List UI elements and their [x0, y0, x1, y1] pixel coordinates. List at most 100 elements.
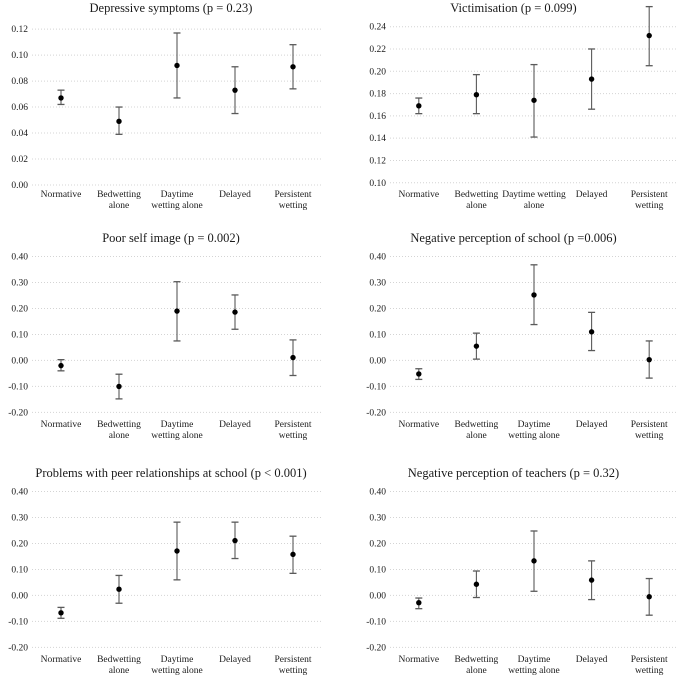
y-tick-label: 0.30: [369, 278, 386, 288]
x-category-label: Bedwetting: [454, 655, 498, 665]
data-point-marker: [174, 308, 180, 314]
data-point-marker: [646, 356, 652, 363]
data-point-marker: [473, 91, 480, 98]
y-tick-label: 0.18: [369, 90, 386, 100]
panel-plot-negative-perception-of-teachers: 0.40 0.30 0.20 0.10 0.00 -0.10 -0.20 Normative B…: [366, 487, 678, 676]
y-tick-label: 0.12: [369, 156, 386, 166]
x-category-label: Bedwetting: [97, 655, 141, 665]
y-tick-label: 0.10: [369, 565, 386, 575]
data-point-marker: [174, 62, 180, 69]
y-tick-label: 0.06: [11, 103, 28, 113]
chart-panel-negative-perception-of-school: Negative perception of school (p =0.006)…: [342, 230, 685, 465]
y-tick-label: 0.20: [11, 539, 28, 549]
data-point-marker: [290, 551, 296, 558]
x-category-label: wetting alone: [508, 666, 559, 676]
data-point-marker: [473, 343, 480, 349]
panel-plot-negative-perception-of-school: 0.40 0.30 0.20 0.10 0.00 -0.10 -0.20 Normative B…: [366, 252, 678, 441]
y-tick-label: 0.20: [369, 67, 386, 77]
x-category-label: alone: [109, 431, 130, 441]
data-point-marker: [174, 548, 180, 554]
y-tick-label: 0.40: [11, 487, 28, 497]
data-point-marker: [290, 354, 296, 361]
y-tick-label: -0.10: [8, 617, 28, 627]
y-tick-label: -0.10: [8, 382, 28, 392]
y-tick-label: 0.10: [11, 565, 28, 575]
data-point-marker: [588, 329, 595, 335]
x-category-label: Delayed: [219, 190, 251, 200]
y-tick-label: 0.10: [369, 330, 386, 340]
y-tick-label: 0.20: [369, 304, 386, 314]
x-category-label: Persistent: [275, 655, 312, 665]
y-tick-label: 0.24: [369, 23, 386, 33]
y-tick-label: 0.30: [11, 278, 28, 288]
y-tick-label: 0.10: [11, 330, 28, 340]
x-category-label: Persistent: [631, 655, 668, 665]
panel-plot-poor-self-image: 0.40 0.30 0.20 0.10 0.00 -0.10 -0.20 Normative B…: [8, 252, 322, 441]
x-category-label: wetting alone: [151, 666, 202, 676]
y-tick-label: 0.30: [369, 513, 386, 523]
x-category-label: Persistent: [275, 420, 312, 430]
x-category-label: alone: [109, 201, 130, 211]
x-category-label: Normative: [398, 420, 439, 430]
chart-panel-depressive-symptoms: Depressive symptoms (p = 0.23) 0.12 0.10 0…: [0, 0, 342, 230]
data-point-marker: [646, 594, 652, 600]
x-category-label: Persistent: [631, 420, 668, 430]
y-tick-label: -0.20: [8, 643, 28, 653]
y-tick-label: 0.08: [11, 77, 28, 87]
x-category-label: wetting alone: [508, 431, 559, 441]
chart-panel-negative-perception-of-teachers: Negative perception of teachers (p = 0.3…: [342, 465, 685, 695]
x-category-label: alone: [466, 431, 487, 441]
y-tick-label: 0.00: [11, 181, 28, 191]
x-category-label: Bedwetting: [454, 420, 498, 430]
data-point-marker: [646, 32, 652, 39]
y-tick-label: 0.16: [369, 112, 386, 122]
data-point-marker: [416, 600, 422, 606]
y-tick-label: -0.20: [8, 408, 28, 418]
x-category-label: wetting: [635, 431, 664, 441]
data-point-marker: [531, 558, 537, 564]
y-tick-label: 0.20: [11, 304, 28, 314]
chart-panel-poor-self-image: Poor self image (p = 0.002) 0.40 0.30 0.20…: [0, 230, 342, 465]
data-point-marker: [232, 537, 238, 544]
chart-panel-peer-relationship-problems: Problems with peer relationships at scho…: [0, 465, 342, 695]
x-category-label: Daytime: [518, 655, 551, 665]
chart-panel-victimisation: Victimisation (p = 0.099) 0.24 0.22 0.20 0.…: [342, 0, 685, 230]
x-category-label: wetting: [279, 201, 308, 211]
data-point-marker: [416, 103, 422, 109]
data-point-marker: [58, 362, 64, 369]
data-point-marker: [473, 581, 480, 587]
x-category-label: Normative: [398, 190, 439, 200]
data-point-marker: [58, 610, 64, 616]
data-point-marker: [290, 64, 296, 70]
x-category-label: alone: [109, 666, 130, 676]
y-tick-label: 0.00: [11, 591, 28, 601]
x-category-label: wetting: [635, 201, 664, 211]
y-tick-label: 0.10: [11, 51, 28, 61]
x-category-label: Delayed: [219, 655, 251, 665]
x-category-label: Normative: [398, 655, 439, 665]
panel-plot-peer-relationship-problems: 0.40 0.30 0.20 0.10 0.00 -0.10 -0.20 Normative B…: [8, 487, 322, 676]
y-tick-label: 0.20: [369, 539, 386, 549]
y-tick-label: 0.00: [369, 591, 386, 601]
data-point-marker: [531, 292, 537, 298]
x-category-label: Persistent: [275, 190, 312, 200]
x-category-label: Bedwetting: [97, 420, 141, 430]
y-tick-label: 0.22: [369, 45, 386, 55]
x-category-label: wetting: [279, 431, 308, 441]
y-tick-label: 0.40: [11, 252, 28, 262]
x-category-label: Normative: [41, 655, 82, 665]
x-category-label: Daytime: [518, 420, 551, 430]
y-tick-label: -0.10: [366, 382, 386, 392]
y-tick-label: 0.00: [369, 356, 386, 366]
data-point-marker: [588, 577, 595, 583]
panel-plot-victimisation: 0.24 0.22 0.20 0.18 0.16 0.14 0.12 0.10 Normativ…: [369, 5, 678, 211]
x-category-label: Delayed: [219, 420, 251, 430]
x-category-label: wetting alone: [151, 201, 202, 211]
y-tick-label: 0.40: [369, 487, 386, 497]
y-tick-label: 0.14: [369, 134, 386, 144]
data-point-marker: [116, 586, 122, 592]
y-tick-label: 0.04: [11, 129, 28, 139]
x-category-label: Bedwetting: [454, 190, 498, 200]
x-category-label: wetting alone: [151, 431, 202, 441]
